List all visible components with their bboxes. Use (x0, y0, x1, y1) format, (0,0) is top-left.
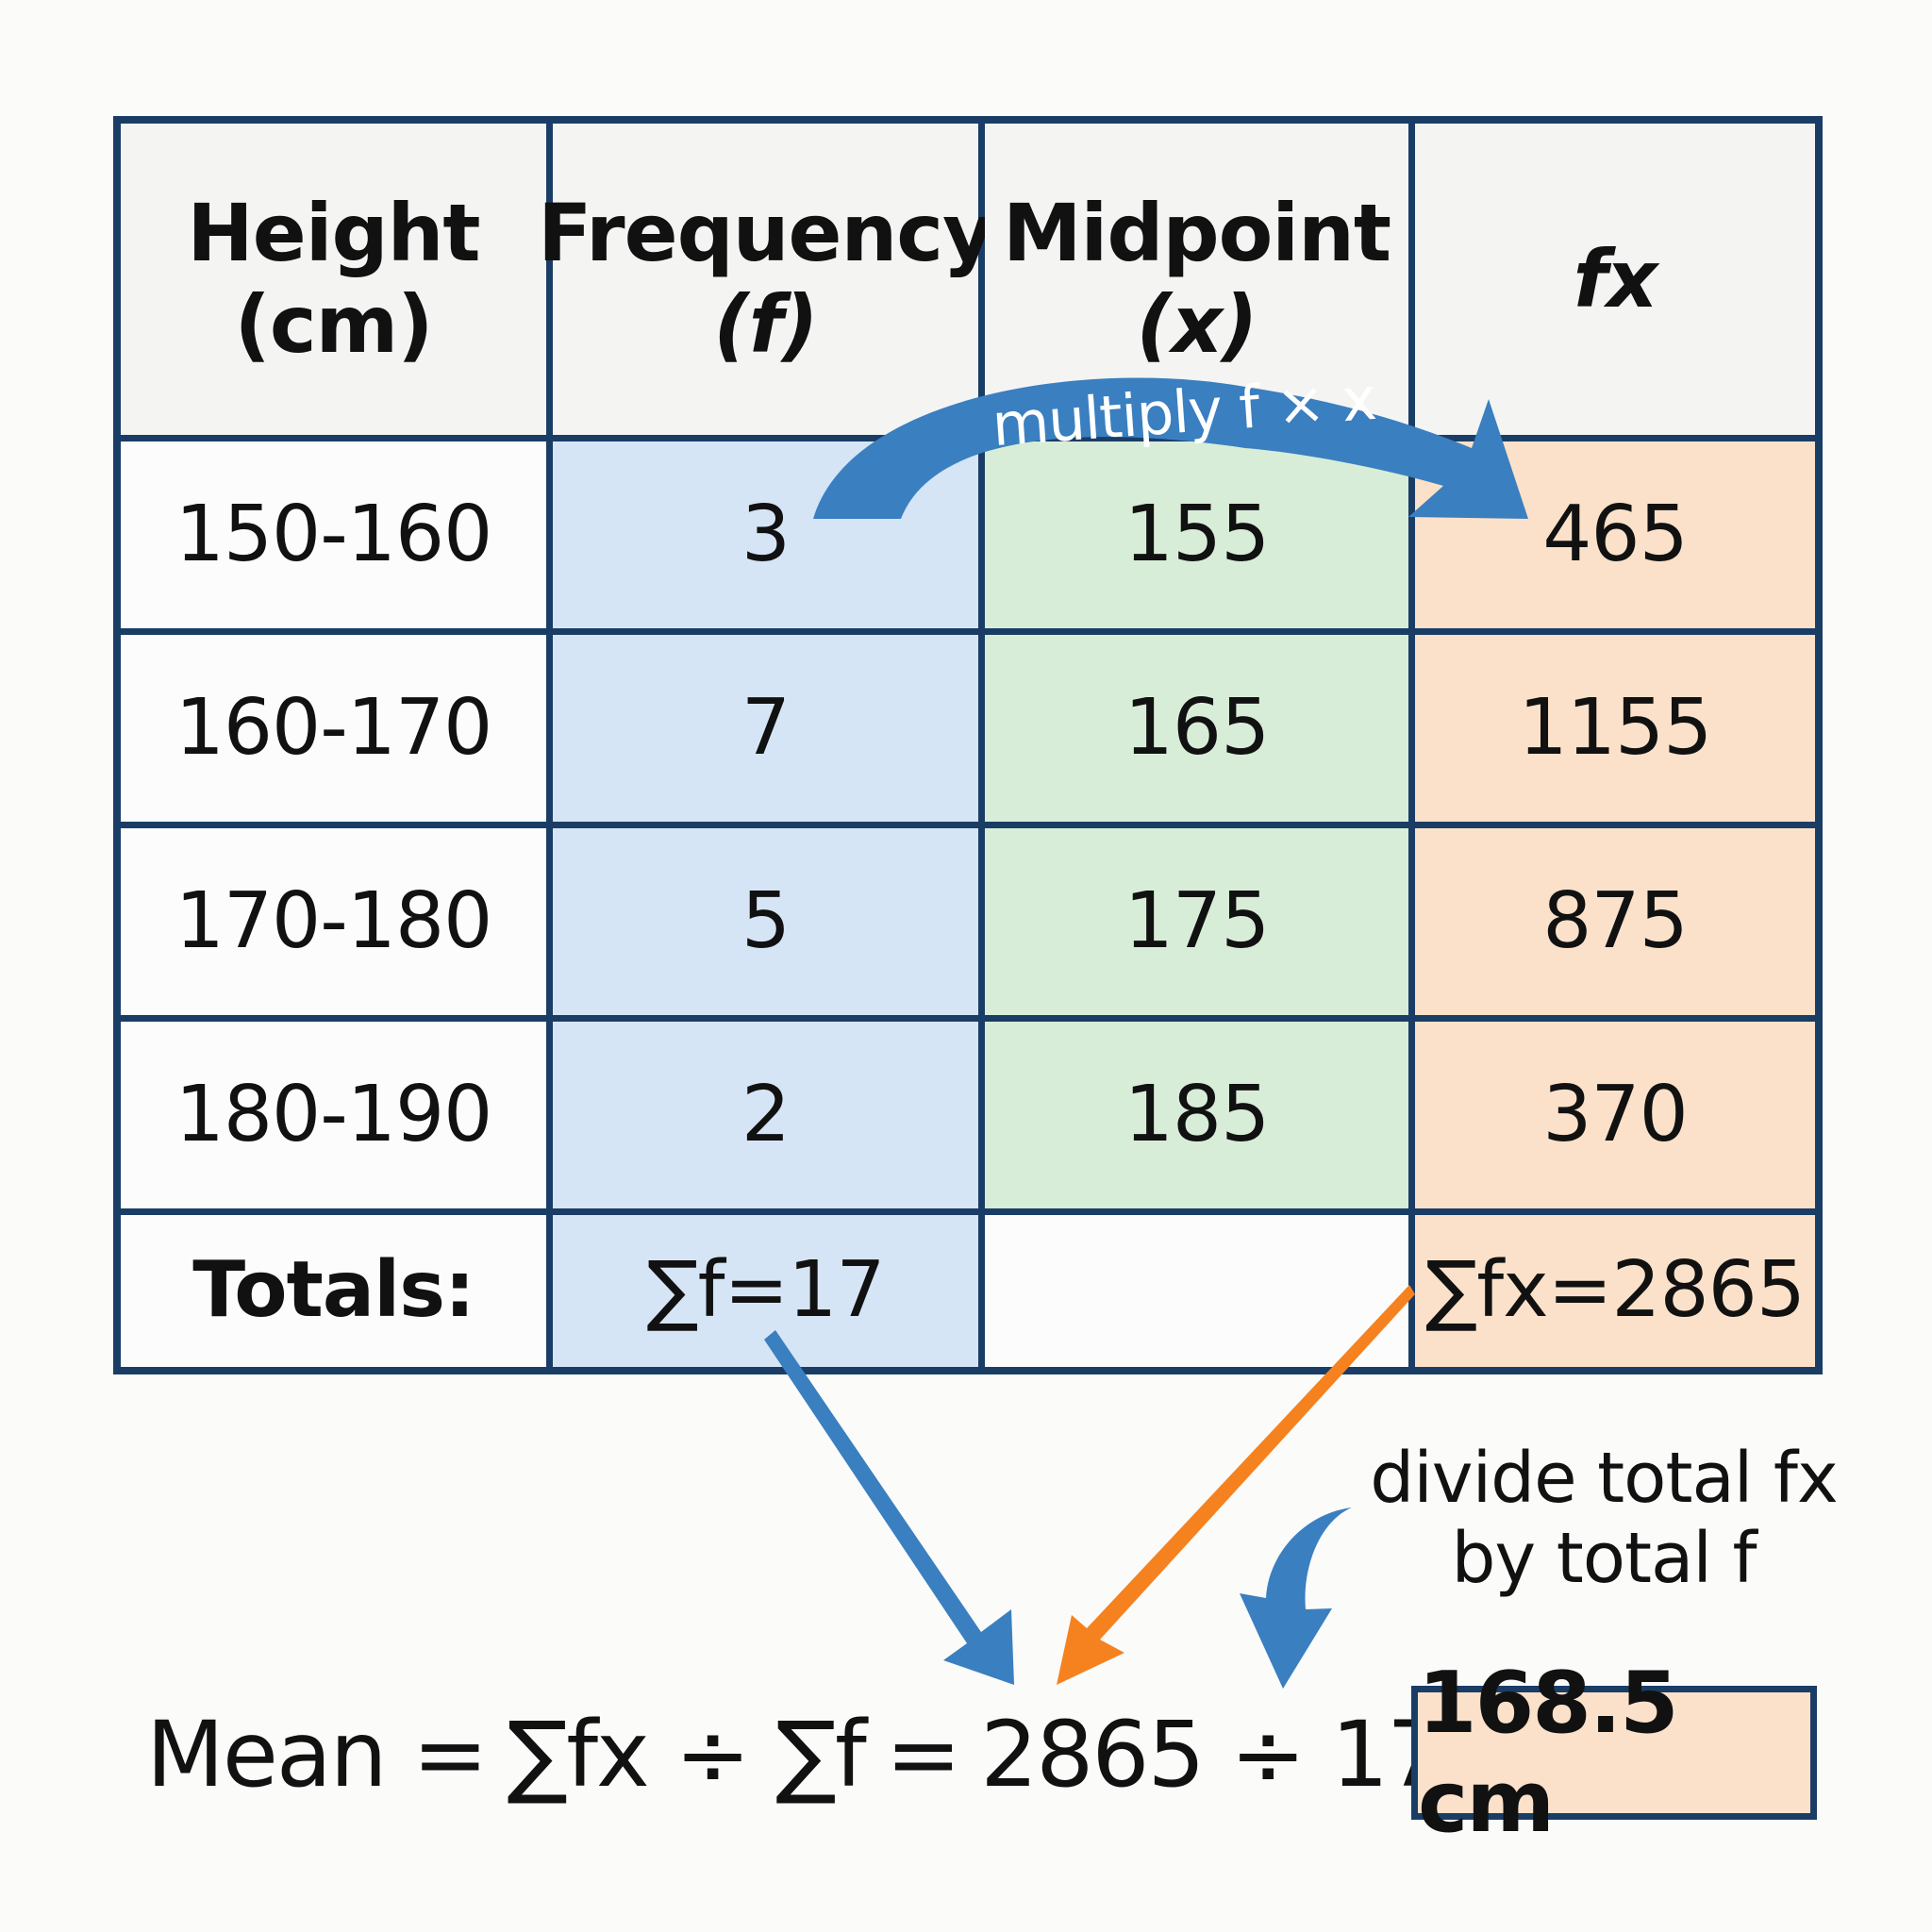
formula-mean-label: Mean = (146, 1702, 489, 1807)
arrow-from-sum-f-icon (764, 1330, 1014, 1685)
cell-frequency: 7 (553, 635, 978, 822)
mean-result: 168.5 cm (1411, 1654, 1817, 1852)
header-fx: fx (1415, 124, 1815, 435)
total-frequency: ∑f=17 (553, 1215, 978, 1367)
cell-fx: 465 (1415, 441, 1815, 628)
header-height: Height (cm) (121, 124, 546, 435)
header-frequency: Frequency (f) (538, 124, 994, 435)
cell-height: 170-180 (121, 828, 546, 1015)
cell-height: 180-190 (121, 1022, 546, 1208)
formula-equals: = (885, 1702, 961, 1807)
totals-label: Totals: (121, 1215, 546, 1367)
total-midpoint-empty (985, 1215, 1408, 1367)
cell-midpoint: 175 (985, 828, 1408, 1015)
cell-height: 160-170 (121, 635, 546, 822)
cell-midpoint: 185 (985, 1022, 1408, 1208)
cell-height: 150-160 (121, 441, 546, 628)
cell-fx: 875 (1415, 828, 1815, 1015)
cell-midpoint: 165 (985, 635, 1408, 822)
cell-frequency: 2 (553, 1022, 978, 1208)
cell-frequency: 5 (553, 828, 978, 1015)
cell-midpoint: 155 (985, 441, 1408, 628)
total-fx: ∑fx=2865 (1415, 1215, 1815, 1367)
arrow-from-note-icon (1240, 1507, 1352, 1689)
mean-formula: Mean = ∑fx ÷ ∑f = 2865 ÷ 17 = (146, 1689, 1558, 1821)
cell-fx: 370 (1415, 1022, 1815, 1208)
cell-frequency: 3 (553, 441, 978, 628)
frequency-table: Height (cm) Frequency (f) Midpoint (x) f… (113, 116, 1823, 1374)
divide-note: divide total fx by total f (1370, 1438, 1838, 1600)
cell-fx: 1155 (1415, 635, 1815, 822)
formula-numeric: 2865 ÷ 17 (980, 1702, 1444, 1807)
formula-symbolic: ∑fx ÷ ∑f (507, 1702, 867, 1807)
